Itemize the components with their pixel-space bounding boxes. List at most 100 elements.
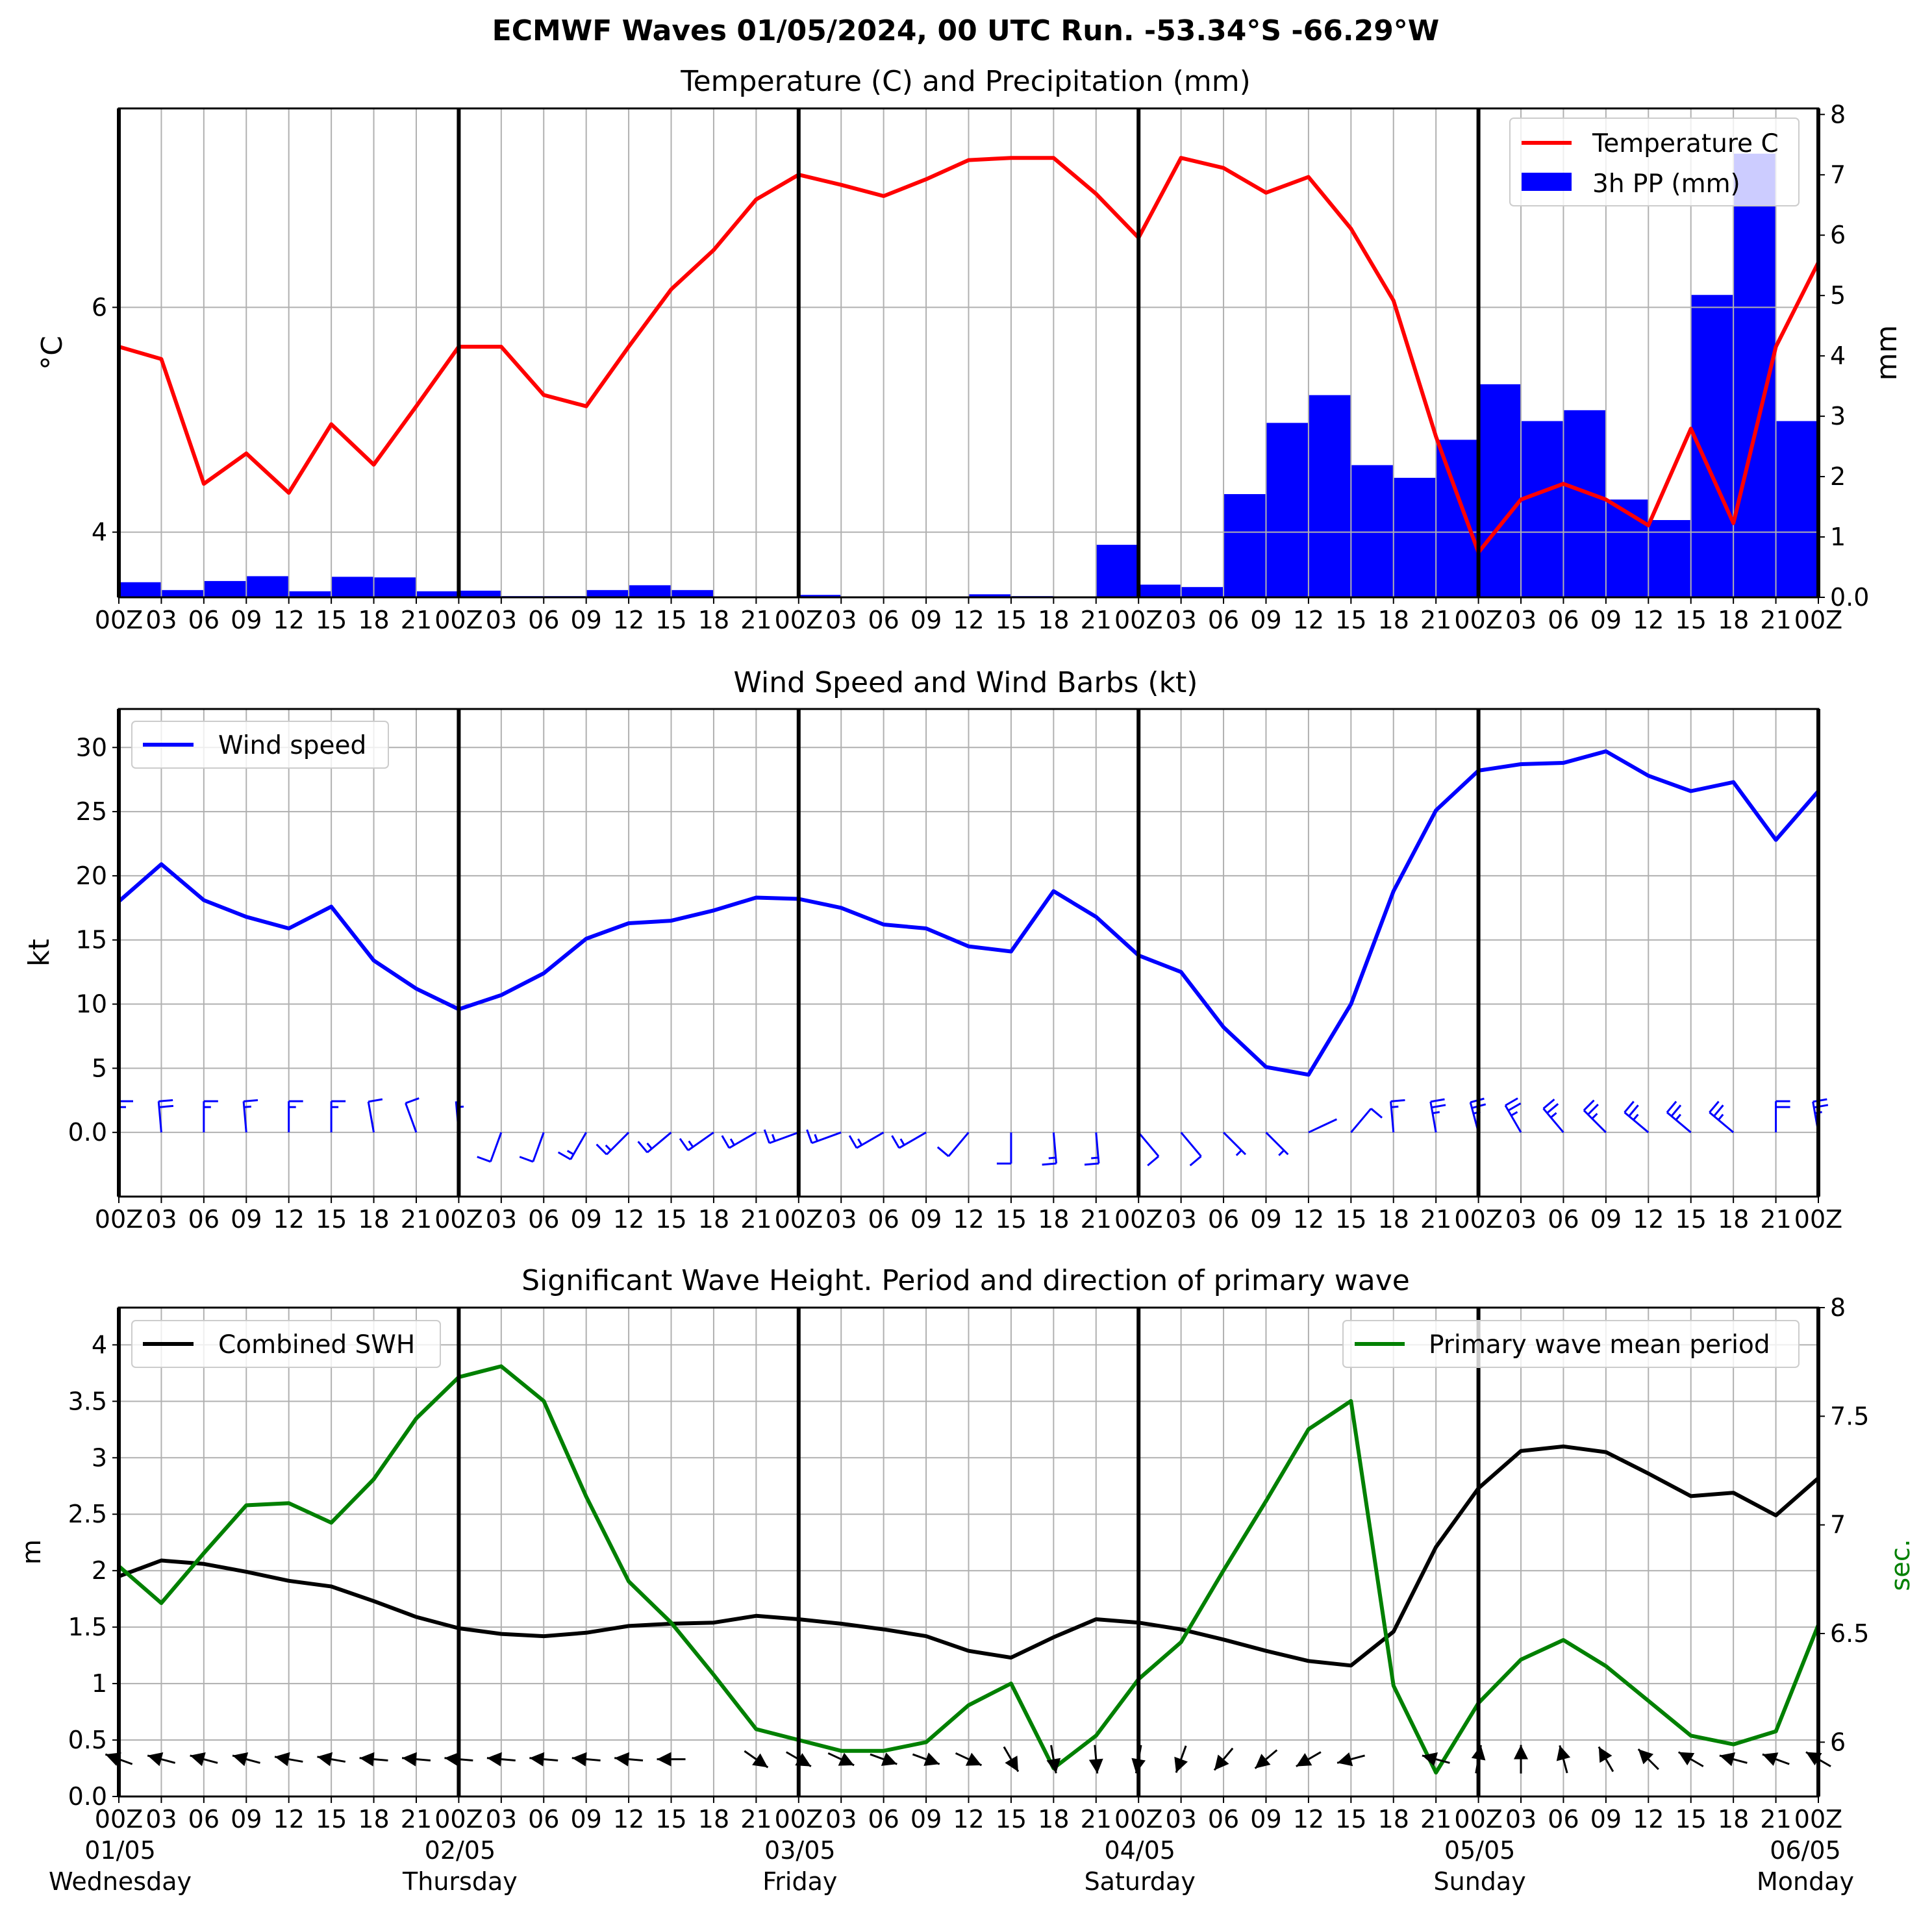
- wind-barb-feather: [848, 1135, 858, 1149]
- precip-bar: [1648, 520, 1691, 597]
- wave-direction-arrowhead: [275, 1752, 290, 1767]
- temperature-x-tick-label: 15: [996, 606, 1027, 634]
- day-weekday-label: Saturday: [1085, 1867, 1196, 1896]
- temperature-x-tick-label: 09: [1590, 606, 1622, 634]
- wave-x-tick-label: 18: [358, 1805, 389, 1833]
- legend-swh-label: Combined SWH: [218, 1330, 415, 1360]
- temperature-x-tick-label: 12: [613, 606, 644, 634]
- wind-barb-feather: [1189, 1155, 1202, 1167]
- wave-x-tick-label: 15: [316, 1805, 347, 1833]
- wave-x-tick-label: 06: [188, 1805, 220, 1833]
- period-y-tick-label-right: 8: [1830, 1293, 1846, 1322]
- wind-x-tick-label: 06: [1208, 1205, 1239, 1234]
- temperature-x-tick-label: 06: [868, 606, 899, 634]
- wind-barb-feather: [477, 1156, 491, 1163]
- figure-suptitle: ECMWF Waves 01/05/2024, 00 UTC Run. -53.…: [492, 14, 1440, 47]
- wind-barb-half-feather: [1432, 1111, 1440, 1115]
- temperature-x-tick-label: 00Z: [775, 606, 823, 634]
- wind-x-tick-label: 21: [401, 1205, 432, 1234]
- wind-barb-staff: [1350, 1108, 1372, 1134]
- wave-x-tick-label: 00Z: [95, 1805, 143, 1833]
- wave-x-tick-label: 21: [401, 1805, 432, 1833]
- wind-legend: Wind speed: [131, 721, 389, 769]
- wind-barb-feather: [936, 1146, 949, 1158]
- wind-barb-staff: [405, 1102, 418, 1133]
- temperature-x-tick-label: 06: [1548, 606, 1579, 634]
- precip-y-tick-label-right: 3: [1830, 402, 1846, 430]
- precip-bar: [119, 582, 162, 597]
- wave-axes: 00Z 03 06 09 12 15 18 21 00Z 03 06 09 12 15 18 21 00Z 03 0…: [17, 1293, 1916, 1896]
- wave-x-tick-label: 12: [613, 1805, 644, 1833]
- wave-x-tick-label: 06: [868, 1805, 899, 1833]
- wind-barb-half-feather: [688, 1140, 694, 1148]
- wind-barb-staff: [646, 1132, 672, 1154]
- wave-x-tick-label: 00Z: [434, 1805, 483, 1833]
- precip-bar: [1436, 440, 1479, 597]
- wind-x-tick-label: 12: [613, 1205, 644, 1234]
- wind-x-tick-label: 06: [188, 1205, 220, 1234]
- wind-barb-feather: [158, 1104, 174, 1108]
- precip-bar: [1181, 587, 1224, 597]
- temperature-x-tick-label: 15: [316, 606, 347, 634]
- precip-bar: [1521, 421, 1564, 597]
- wind-barb-half-feather: [857, 1138, 863, 1146]
- wind-x-tick-label: 12: [273, 1205, 305, 1234]
- wave-x-tick-label: 09: [231, 1805, 262, 1833]
- temperature-line: [118, 156, 1820, 554]
- temperature-x-tick-label: 00Z: [1114, 606, 1162, 634]
- precip-y-tick-label-right: 5: [1830, 281, 1846, 310]
- wind-x-tick-label: 18: [1038, 1205, 1069, 1234]
- wind-x-tick-label: 00Z: [95, 1205, 143, 1234]
- legend-wind-label: Wind speed: [218, 731, 366, 760]
- legend-temperature-label: Temperature C: [1592, 129, 1779, 158]
- precip-bar: [629, 585, 671, 597]
- precip-bar: [161, 590, 204, 597]
- wave-panel-title: Significant Wave Height. Period and dire…: [521, 1264, 1410, 1297]
- wave-y-tick-label: 3: [92, 1443, 107, 1472]
- wave-x-tick-label: 12: [273, 1805, 305, 1833]
- wave-direction-arrowhead: [1337, 1752, 1353, 1767]
- wave-panel: Significant Wave Height. Period and dire…: [17, 1264, 1916, 1896]
- wind-x-tick-label: 18: [358, 1205, 389, 1234]
- wave-x-tick-label: 18: [1718, 1805, 1749, 1833]
- temperature-x-tick-label: 00Z: [95, 606, 143, 634]
- temperature-y-tick-label: 4: [92, 518, 107, 547]
- temperature-x-tick-label: 03: [1505, 606, 1537, 634]
- temperature-x-tick-label: 15: [1675, 606, 1707, 634]
- precip-bar: [586, 590, 629, 597]
- wave-direction-arrowhead: [359, 1752, 375, 1767]
- swh-line: [118, 1444, 1820, 1668]
- wave-direction-arrowhead: [1422, 1752, 1438, 1767]
- wind-barb-staff: [1138, 1132, 1160, 1157]
- wave-direction-arrowhead: [529, 1752, 545, 1767]
- wind-y-tick-label: 5: [92, 1054, 107, 1082]
- wave-x-tick-label: 03: [825, 1805, 857, 1833]
- temperature-y-tick-label: 6: [92, 293, 107, 321]
- period-y-tick-label-right: 6: [1830, 1728, 1846, 1756]
- wind-x-tick-label: 06: [528, 1205, 559, 1234]
- wind-barb-feather: [557, 1151, 571, 1161]
- wave-x-tick-label: 18: [1038, 1805, 1069, 1833]
- wind-y-tick-label: 10: [76, 990, 107, 1019]
- wind-x-tick-label: 03: [1165, 1205, 1196, 1234]
- wind-barb-feather: [1042, 1162, 1057, 1166]
- wave-direction-arrowhead: [1719, 1752, 1735, 1767]
- wind-barb-half-feather: [1633, 1113, 1639, 1121]
- wind-barb-feather: [1147, 1155, 1160, 1167]
- temperature-x-tick-label: 03: [145, 606, 177, 634]
- temperature-axes: 00Z 03 06 09 12 15 18 21 00Z 03 06 09 12 15 18 21 00Z 03 0…: [36, 100, 1903, 634]
- wind-x-tick-label: 18: [1718, 1205, 1749, 1234]
- temperature-x-tick-label: 09: [1250, 606, 1281, 634]
- wave-plot: [105, 1364, 1831, 1775]
- day-date-label: 01/05: [84, 1836, 156, 1865]
- wave-x-tick-label: 15: [1675, 1805, 1707, 1833]
- wave-x-tick-label: 06: [528, 1805, 559, 1833]
- wind-barb-feather: [405, 1097, 420, 1104]
- wind-x-tick-label: 03: [825, 1205, 857, 1234]
- wave-y-tick-label: 1: [92, 1669, 107, 1698]
- wind-barb-feather: [679, 1137, 689, 1151]
- wind-barb-half-feather: [1718, 1113, 1724, 1121]
- wind-barb-half-feather: [1391, 1105, 1399, 1108]
- temperature-plot: [118, 156, 1820, 554]
